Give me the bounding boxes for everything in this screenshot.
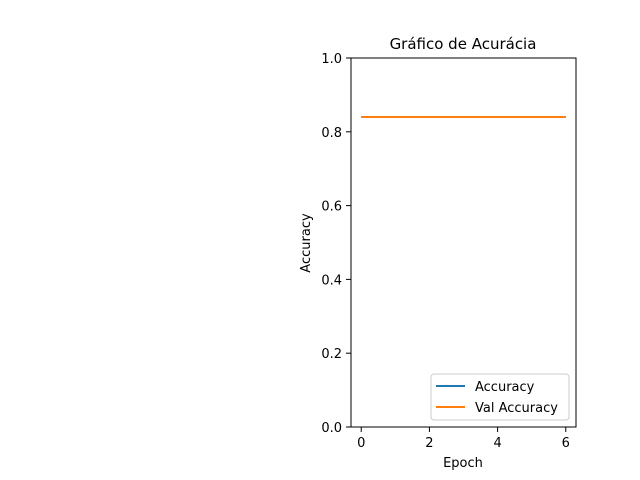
y-tick-label: 0.2	[321, 347, 342, 362]
x-axis: 0 2 4 6	[357, 427, 570, 451]
x-tick-label: 6	[562, 436, 570, 451]
y-tick-label: 0.8	[321, 126, 342, 141]
x-tick-label: 4	[493, 436, 501, 451]
y-tick-label: 1.0	[321, 52, 342, 67]
y-axis-label: Accuracy	[299, 213, 314, 273]
y-tick-label: 0.0	[321, 421, 342, 436]
y-tick-label: 0.6	[321, 200, 342, 215]
legend: Accuracy Val Accuracy	[430, 373, 570, 421]
y-axis: 0.0 0.2 0.4 0.6 0.8 1.0	[321, 52, 351, 436]
x-axis-label: Epoch	[443, 456, 483, 471]
legend-label-accuracy: Accuracy	[475, 380, 535, 395]
x-tick-label: 2	[425, 436, 433, 451]
legend-label-val-accuracy: Val Accuracy	[475, 401, 558, 416]
y-tick-label: 0.4	[321, 273, 342, 288]
plot-area	[350, 57, 577, 428]
x-tick-label: 0	[357, 436, 365, 451]
chart-title: Gráfico de Acurácia	[390, 35, 537, 53]
legend-box	[430, 373, 570, 421]
